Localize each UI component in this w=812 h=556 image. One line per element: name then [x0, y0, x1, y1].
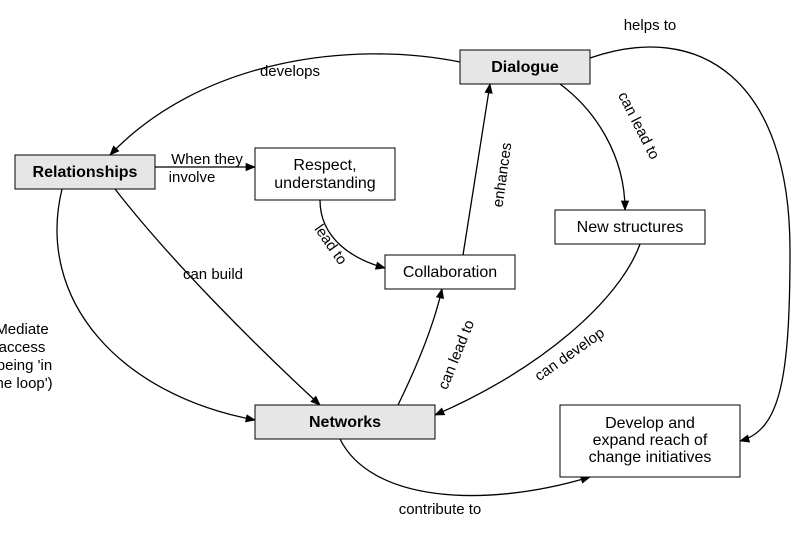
edge-can-build	[115, 189, 320, 405]
edge-label-helps-to: helps to	[624, 17, 677, 34]
node-networks-label: Networks	[309, 414, 381, 431]
edge-can-lead-to-newstruct	[560, 84, 625, 210]
node-collaboration-label: Collaboration	[403, 264, 497, 281]
edge-label-mediate-2: access	[0, 339, 45, 356]
edge-label-mediate-1: Mediate	[0, 321, 49, 338]
edge-enhances	[463, 84, 490, 255]
edge-label-can-lead-to-collab: can lead to	[435, 318, 478, 392]
edge-label-lead-to: lead to	[311, 221, 351, 268]
node-dialogue: Dialogue	[460, 50, 590, 84]
node-collaboration: Collaboration	[385, 255, 515, 289]
node-develop-label-3: change initiatives	[589, 449, 712, 466]
edge-label-mediate-3: (being 'in	[0, 357, 52, 374]
edge-mediate-access	[57, 189, 255, 420]
edge-label-can-build: can build	[183, 266, 243, 283]
node-respect: Respect, understanding	[255, 148, 395, 200]
node-networks: Networks	[255, 405, 435, 439]
edge-label-develops: develops	[260, 63, 320, 80]
node-new-structures: New structures	[555, 210, 705, 244]
edge-label-enhances: enhances	[490, 142, 516, 209]
node-new-structures-label: New structures	[577, 219, 684, 236]
node-relationships: Relationships	[15, 155, 155, 189]
edge-label-contribute-to: contribute to	[399, 501, 482, 518]
edge-can-lead-to-collab	[398, 289, 442, 405]
node-dialogue-label: Dialogue	[491, 59, 559, 76]
node-develop-label-2: expand reach of	[593, 432, 708, 449]
edge-label-when-they-2: involve	[169, 169, 216, 186]
node-respect-label-2: understanding	[274, 175, 375, 192]
node-develop-expand: Develop and expand reach of change initi…	[560, 405, 740, 477]
edge-label-mediate-4: the loop')	[0, 375, 53, 392]
node-develop-label-1: Develop and	[605, 415, 695, 432]
edge-label-when-they-1: When they	[171, 151, 243, 168]
edge-contribute-to	[340, 439, 590, 496]
edge-label-can-lead-to-newstruct: can lead to	[614, 89, 662, 162]
node-relationships-label: Relationships	[33, 164, 138, 181]
node-respect-label-1: Respect,	[293, 157, 356, 174]
